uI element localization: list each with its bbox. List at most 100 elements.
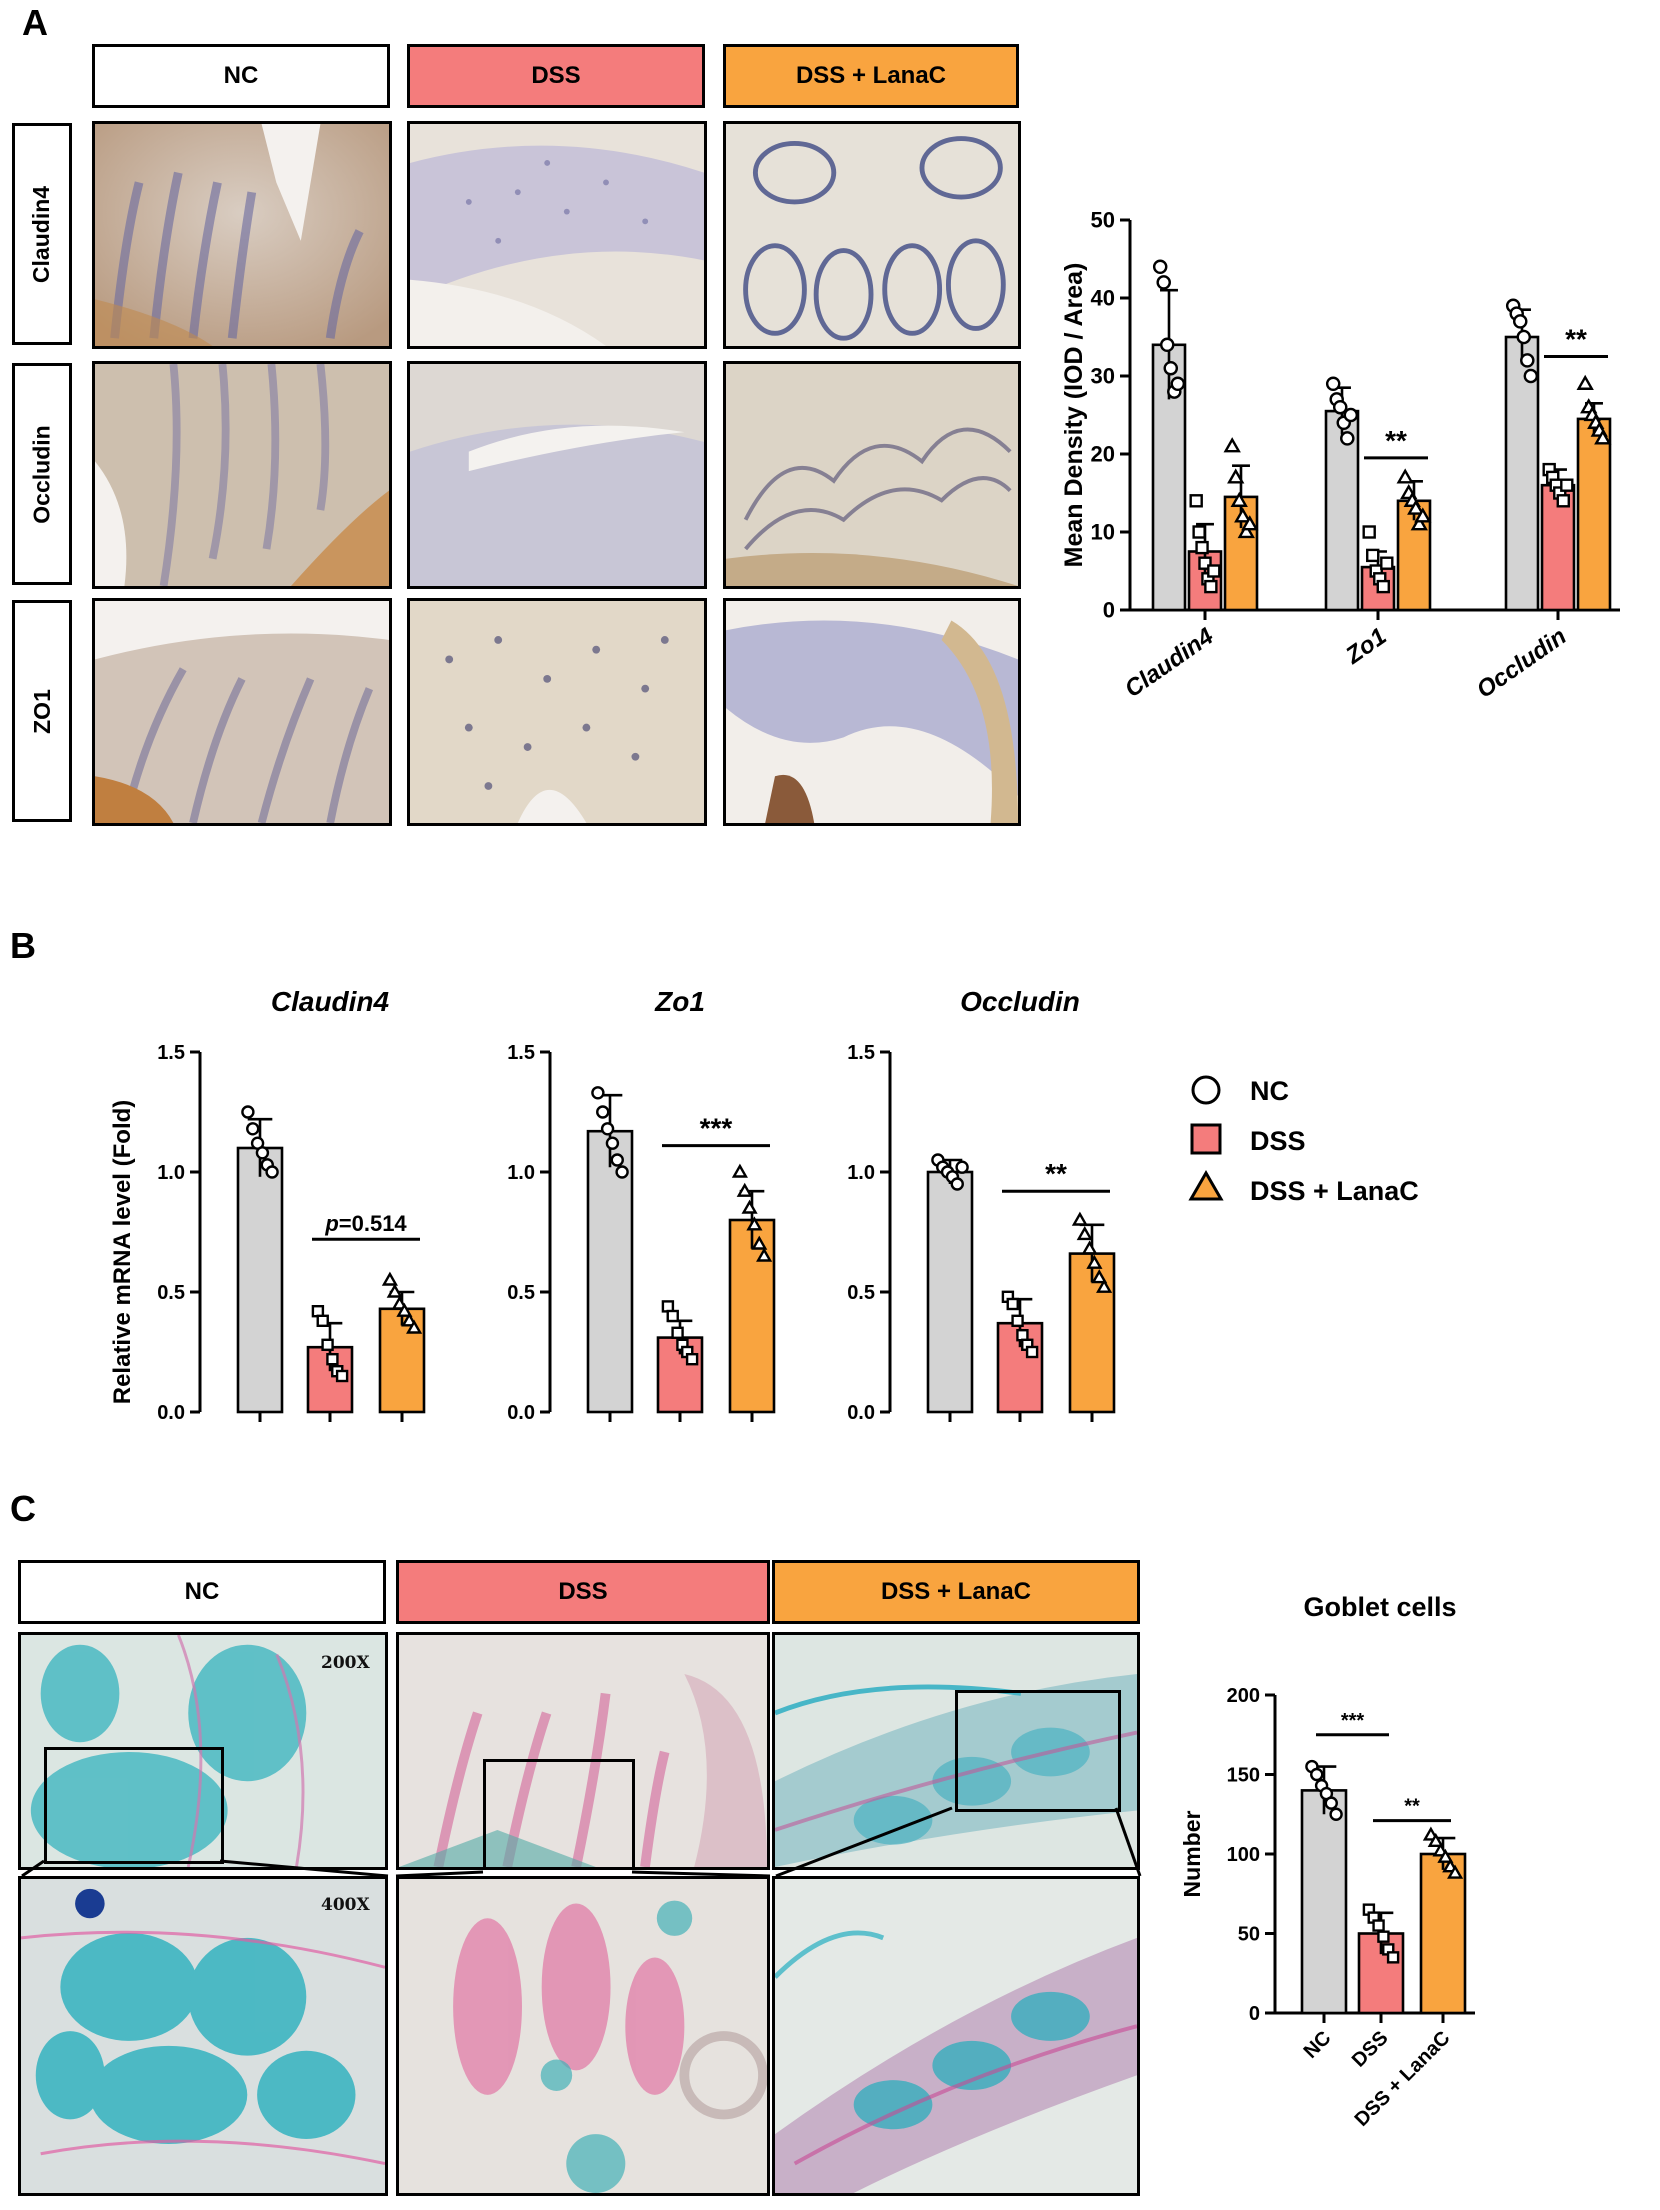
data-point xyxy=(1237,522,1255,539)
legend: NC DSS DSS + LanaC xyxy=(1188,1075,1419,1206)
data-point xyxy=(1332,399,1348,415)
data-point xyxy=(1329,1807,1343,1821)
micrograph-zo1-nc xyxy=(92,598,392,826)
chart-b-occludin: 0.0 0.5 1.0 1.5 ** Occludin xyxy=(847,986,1116,1424)
y-tick-label: 50 xyxy=(1238,1924,1260,1946)
micrograph-occludin-dss xyxy=(407,361,707,589)
data-point xyxy=(1576,374,1594,390)
panel-label-b: B xyxy=(10,925,36,966)
micrograph-alcian-dss-200x xyxy=(396,1632,770,1870)
data-point xyxy=(1156,275,1171,290)
data-point xyxy=(1340,431,1355,446)
row-label-zo1: ZO1 xyxy=(12,600,72,822)
significance-label: *** xyxy=(1341,1710,1365,1732)
data-point xyxy=(1189,494,1203,508)
y-tick-label: 40 xyxy=(1091,286,1115,311)
zoom-box-nc xyxy=(44,1747,224,1864)
data-point xyxy=(1152,259,1168,275)
data-point xyxy=(751,1235,768,1250)
data-point xyxy=(1372,1919,1385,1932)
data-point xyxy=(671,1326,684,1339)
y-tick-label: 30 xyxy=(1091,364,1115,389)
data-point xyxy=(1230,491,1248,507)
data-point xyxy=(326,1353,339,1366)
data-point xyxy=(1556,494,1570,508)
data-point xyxy=(1396,468,1414,484)
micrograph-claudin4-nc xyxy=(92,121,392,349)
data-point xyxy=(1362,525,1376,539)
significance-label: p=0.514 xyxy=(324,1211,407,1236)
data-point xyxy=(1377,1930,1390,1943)
y-tick-label: 1.5 xyxy=(847,1042,875,1064)
data-point xyxy=(600,1122,615,1136)
data-point xyxy=(731,1163,748,1178)
x-tick-label: DSS xyxy=(1348,2027,1393,2072)
data-point xyxy=(1163,360,1179,376)
data-point xyxy=(1560,478,1574,492)
header-lana-c: DSS + LanaC xyxy=(772,1560,1140,1624)
significance-label: ** xyxy=(1565,324,1587,355)
y-axis-label: Relative mRNA level (Fold) xyxy=(110,1100,136,1405)
data-point xyxy=(1594,429,1612,445)
data-point xyxy=(1324,1796,1338,1810)
data-point xyxy=(1071,1211,1088,1226)
data-point xyxy=(685,1353,699,1366)
data-point xyxy=(396,1302,413,1317)
chart-b-zo1: 0.0 0.5 1.0 1.5 *** Zo1 xyxy=(507,986,776,1424)
y-axis-label: Number xyxy=(1180,1811,1205,1898)
y-tick-label: 1.0 xyxy=(847,1162,875,1184)
micrograph-zo1-dss xyxy=(407,598,707,826)
significance-label: *** xyxy=(700,1113,733,1144)
data-point xyxy=(1170,376,1186,392)
y-tick-label: 0.5 xyxy=(507,1282,535,1304)
data-point xyxy=(406,1319,423,1334)
data-point xyxy=(1343,407,1359,423)
legend-label-lana: DSS + LanaC xyxy=(1250,1176,1419,1206)
y-tick-label: 0.5 xyxy=(847,1282,875,1304)
data-point xyxy=(1198,556,1212,570)
data-point xyxy=(1227,468,1245,484)
y-tick-label: 0.0 xyxy=(507,1402,535,1424)
data-point xyxy=(1081,1240,1098,1255)
bar xyxy=(1576,417,1612,612)
chart-title: Goblet cells xyxy=(1303,1592,1456,1622)
data-point xyxy=(1006,1297,1019,1311)
chart-b-claudin4: 0.0 0.5 1.0 1.5 p=0.514 Claudin4 Relative mRNA… xyxy=(110,986,426,1424)
y-tick-label: 0 xyxy=(1103,598,1115,623)
data-point xyxy=(381,1271,398,1286)
row-label-claudin4: Claudin4 xyxy=(12,123,72,345)
zoom-box-dss xyxy=(483,1759,635,1867)
micrograph-zo1-lana xyxy=(723,598,1021,826)
data-point xyxy=(391,1295,408,1310)
y-tick-label: 20 xyxy=(1091,442,1115,467)
data-point xyxy=(1376,579,1390,594)
data-point xyxy=(596,1105,610,1119)
data-point xyxy=(1437,1848,1454,1863)
magnification-label-200x: 200X xyxy=(321,1653,370,1673)
y-tick-label: 0.0 xyxy=(157,1402,185,1424)
chart-title: Zo1 xyxy=(654,986,705,1017)
y-tick-label: 10 xyxy=(1091,520,1115,545)
micrograph-alcian-nc-200x: 200X xyxy=(18,1632,388,1870)
data-point xyxy=(1512,314,1528,329)
header-nc-c: NC xyxy=(18,1560,386,1624)
bar xyxy=(1300,1789,1348,2015)
data-point xyxy=(1086,1254,1103,1269)
legend-entry-nc: NC xyxy=(1191,1075,1289,1106)
significance-label: ** xyxy=(1045,1158,1067,1189)
header-dss-a: DSS xyxy=(407,44,705,108)
data-point xyxy=(265,1165,279,1179)
y-tick-label: 0 xyxy=(1249,2003,1260,2025)
significance-label: ** xyxy=(1404,1796,1420,1818)
data-point xyxy=(335,1369,349,1383)
panel-label-a: A xyxy=(22,2,48,43)
data-point xyxy=(1414,507,1432,523)
bar xyxy=(926,1170,974,1414)
y-tick-label: 0.0 xyxy=(847,1402,875,1424)
y-tick-label: 1.5 xyxy=(507,1042,535,1064)
data-point xyxy=(1407,499,1425,515)
legend-label-dss: DSS xyxy=(1250,1126,1306,1156)
x-tick-label: NC xyxy=(1300,2027,1336,2063)
